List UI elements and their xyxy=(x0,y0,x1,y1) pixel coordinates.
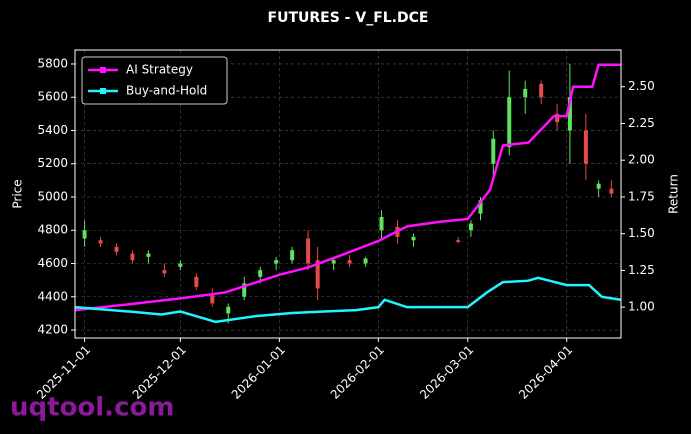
candle-body xyxy=(539,83,544,98)
watermark: uqtool.com xyxy=(10,393,174,423)
legend: AI Strategy Buy-and-Hold xyxy=(81,56,228,105)
y-tick-label: 5200 xyxy=(37,156,68,170)
candle-body xyxy=(258,270,263,277)
candle-body xyxy=(290,250,295,261)
plot-frame xyxy=(74,49,622,339)
candle-body xyxy=(242,283,247,297)
candle-body xyxy=(507,97,512,148)
candle-body xyxy=(567,97,572,131)
candle-body xyxy=(98,240,103,244)
candle-body xyxy=(226,306,231,314)
y-tick-label: 4200 xyxy=(37,323,68,337)
candle-body xyxy=(379,216,384,231)
y2-tick-label: 1.25 xyxy=(628,263,655,277)
candle-body xyxy=(210,293,215,304)
y-tick-label: 5600 xyxy=(37,90,68,104)
y-tick-label: 4400 xyxy=(37,289,68,303)
candle-body xyxy=(114,246,119,252)
legend-label: Buy-and-Hold xyxy=(126,84,207,98)
y2-axis-label: Return xyxy=(667,174,681,214)
chart-title: FUTURES - V_FL.DCE xyxy=(268,10,429,26)
candle-body xyxy=(146,253,151,257)
y2-tick-label: 1.50 xyxy=(628,226,655,240)
y2-tick-label: 1.75 xyxy=(628,189,655,203)
legend-label: AI Strategy xyxy=(126,63,193,77)
candle-body xyxy=(178,263,183,267)
y2-tick-label: 2.00 xyxy=(628,153,655,167)
y-tick-label: 5000 xyxy=(37,189,68,203)
candle-body xyxy=(130,253,135,261)
candle-body xyxy=(456,240,461,242)
legend-marker xyxy=(100,88,106,94)
candle-body xyxy=(194,276,199,287)
line xyxy=(74,276,622,324)
candle-body xyxy=(555,113,560,123)
y2-tick-label: 1.00 xyxy=(628,300,655,314)
candle-body xyxy=(306,238,311,264)
candle-body xyxy=(609,188,614,194)
candle-body xyxy=(347,260,352,264)
candle-body xyxy=(315,260,320,289)
candle-body xyxy=(363,258,368,264)
candle-body xyxy=(523,88,528,98)
candle-body xyxy=(583,130,588,164)
candle-body xyxy=(331,260,336,264)
y-tick-label: 4800 xyxy=(37,223,68,237)
y-tick-label: 5800 xyxy=(37,56,68,70)
y-tick-label: 5400 xyxy=(37,123,68,137)
legend-marker xyxy=(100,67,106,73)
candle-body xyxy=(491,138,496,164)
candle-body xyxy=(478,200,483,214)
line xyxy=(74,63,621,312)
candle-body xyxy=(162,270,167,274)
y2-tick-label: 2.50 xyxy=(628,79,655,93)
candle-body xyxy=(468,223,473,231)
candle-body xyxy=(596,183,601,189)
candle-body xyxy=(411,236,416,241)
y-axis-label: Price xyxy=(11,179,25,208)
candle-body xyxy=(82,230,87,239)
candle-body xyxy=(274,260,279,264)
y-tick-label: 4600 xyxy=(37,256,68,270)
legend-box xyxy=(81,56,228,105)
y2-tick-label: 2.25 xyxy=(628,116,655,130)
